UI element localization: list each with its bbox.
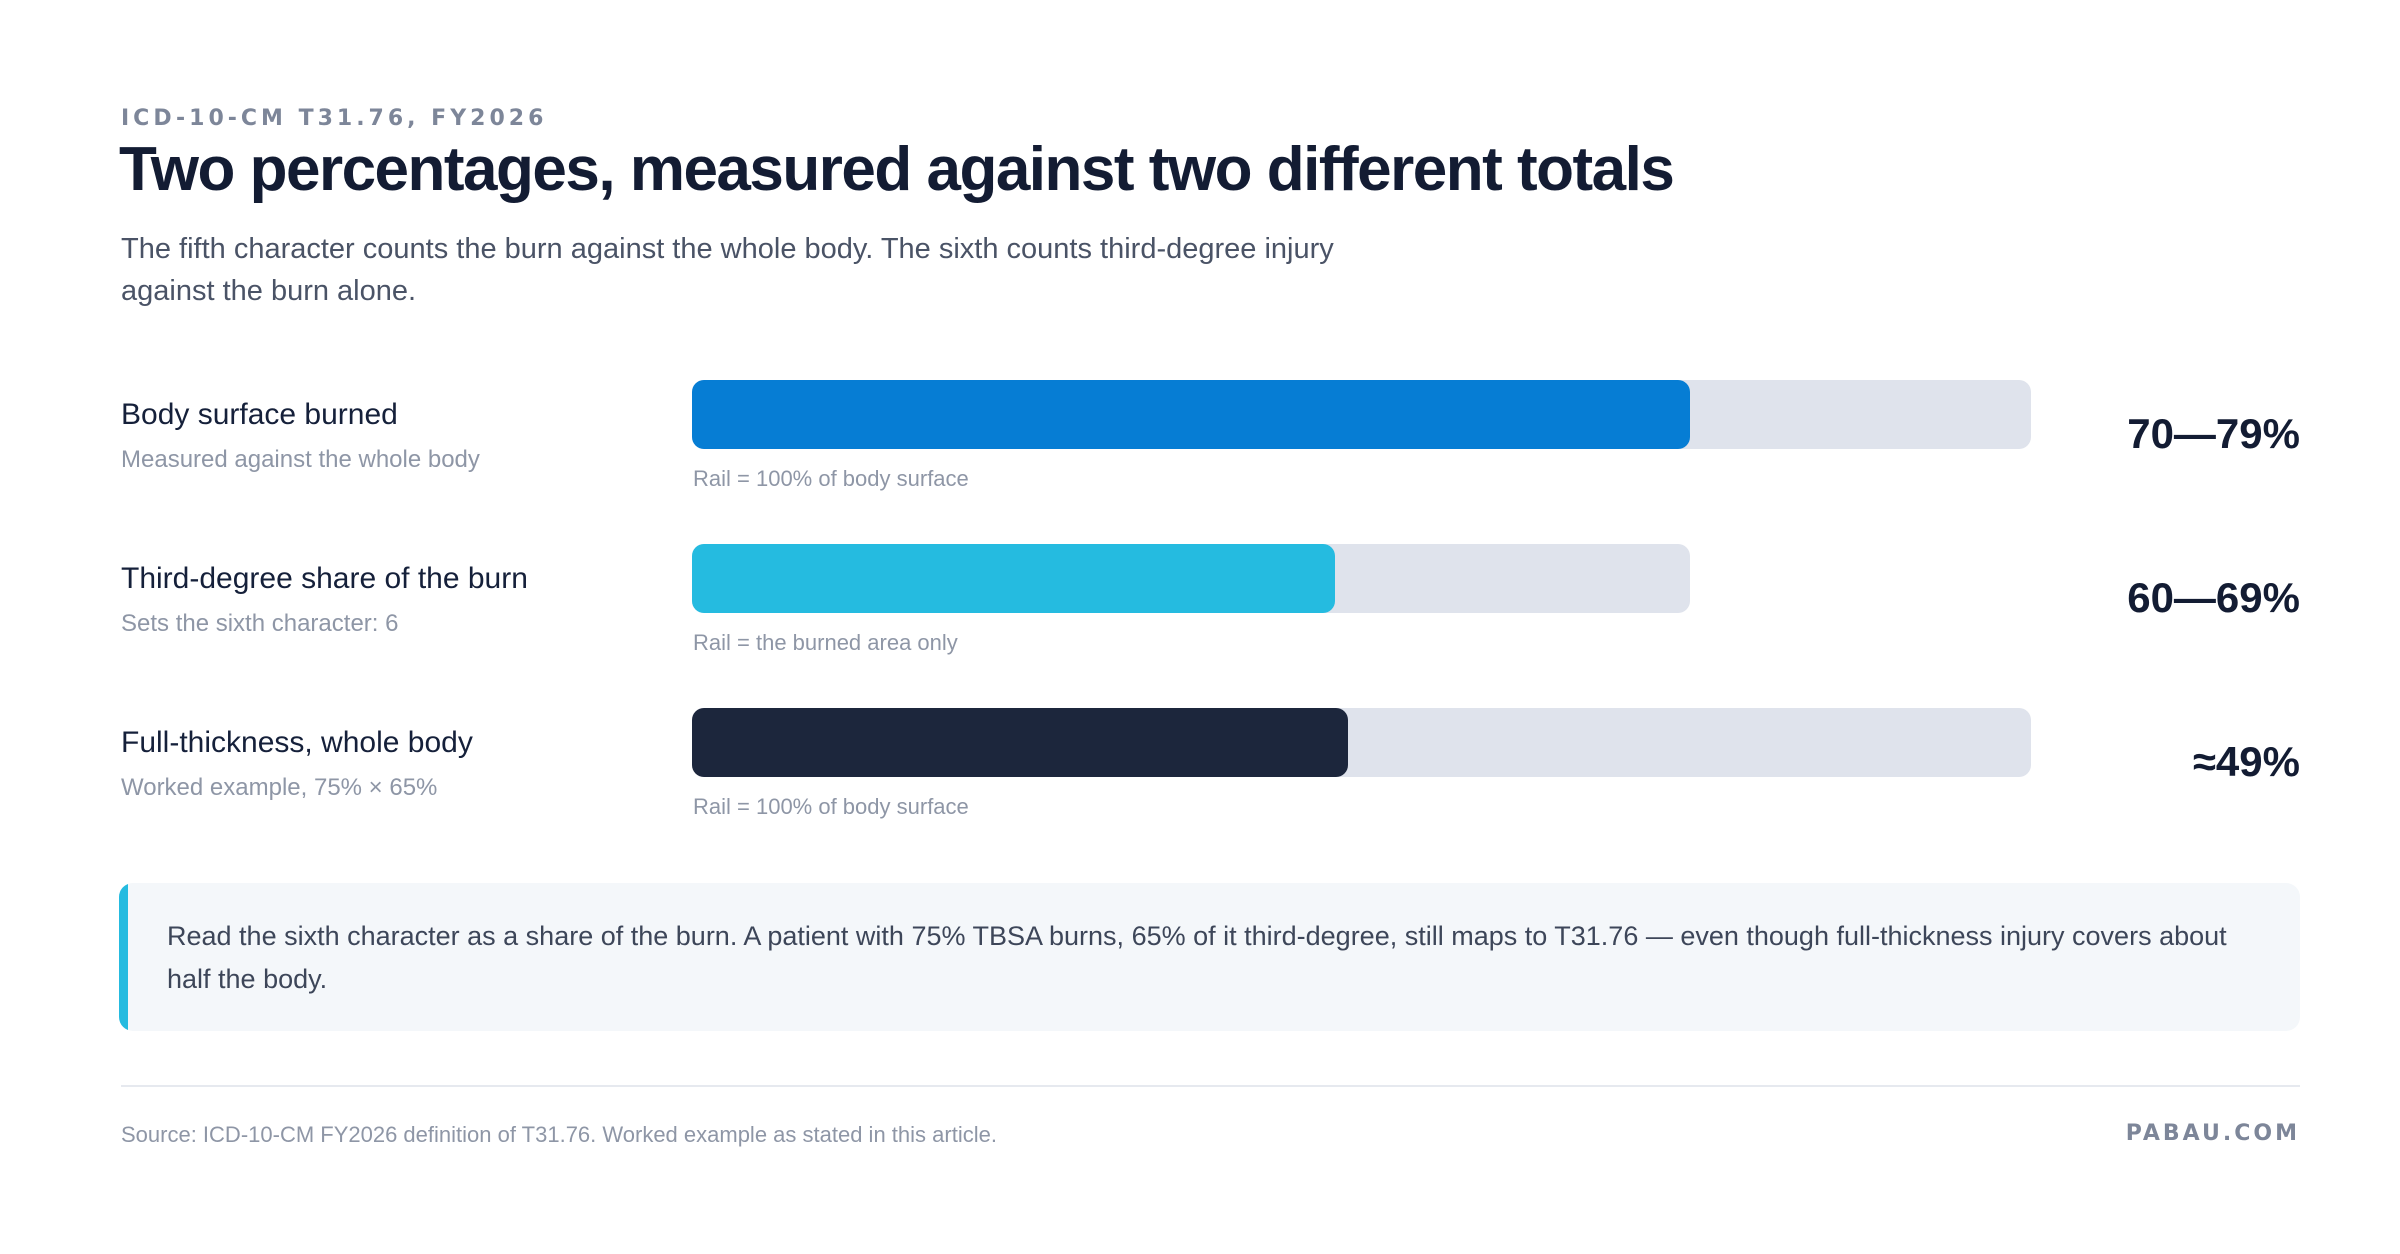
rail-caption: Rail = 100% of body surface	[693, 794, 969, 819]
bar-value: 70—79%	[2127, 410, 2300, 457]
source-note: Source: ICD-10-CM FY2026 definition of T…	[121, 1122, 997, 1147]
brand-logo-text: PABAU.COM	[2125, 1121, 2300, 1146]
callout-note: Read the sixth character as a share of t…	[119, 883, 2300, 1031]
bar-sublabel: Measured against the whole body	[121, 446, 480, 473]
bar-label: Body surface burned	[121, 398, 398, 431]
bar-row-full-thickness: Full-thickness, whole body Worked exampl…	[0, 708, 2400, 848]
bar-label: Third-degree share of the burn	[121, 562, 528, 595]
bar-sublabel: Sets the sixth character: 6	[121, 610, 399, 637]
footer-divider	[121, 1085, 2300, 1087]
callout-text: Read the sixth character as a share of t…	[167, 921, 2227, 994]
bar-fill	[692, 708, 1348, 777]
bar-value: 60—69%	[2127, 574, 2300, 621]
bar-row-body-surface: Body surface burned Measured against the…	[0, 380, 2400, 520]
rail-caption: Rail = 100% of body surface	[693, 466, 969, 491]
eyebrow: ICD-10-CM T31.76, FY2026	[121, 106, 548, 131]
rail-caption: Rail = the burned area only	[693, 630, 958, 655]
bar-value: ≈49%	[2192, 738, 2300, 785]
chart-title: Two percentages, measured against two di…	[119, 135, 1675, 204]
callout-accent-bar	[119, 883, 128, 1031]
bar-label: Full-thickness, whole body	[121, 726, 473, 759]
bar-sublabel: Worked example, 75% × 65%	[121, 774, 438, 801]
bar-fill	[692, 544, 1335, 613]
chart-subtitle: The fifth character counts the burn agai…	[121, 233, 1334, 307]
bar-fill	[692, 380, 1690, 449]
bar-row-third-degree-share: Third-degree share of the burn Sets the …	[0, 544, 2400, 684]
